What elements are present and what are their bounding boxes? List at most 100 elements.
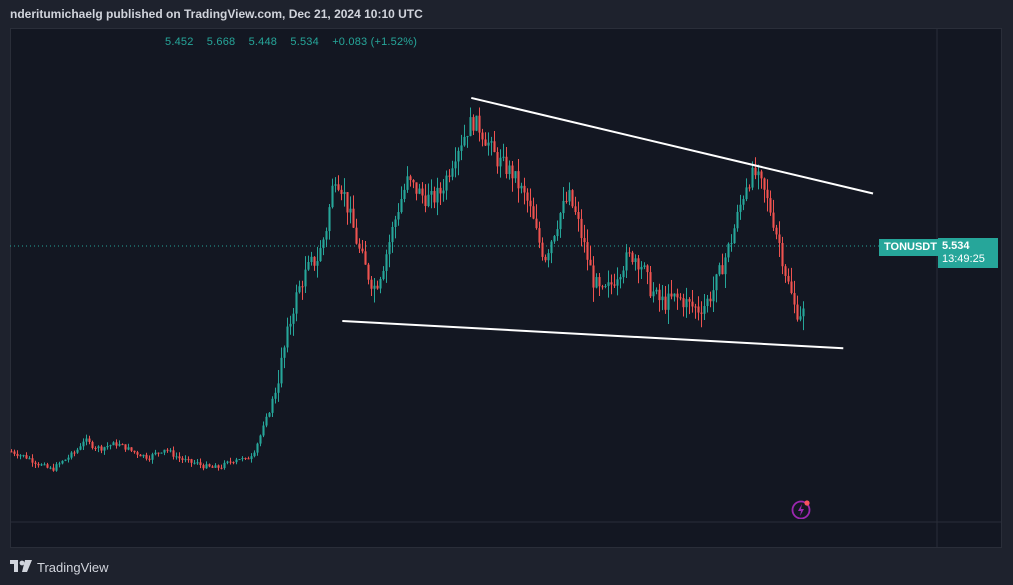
- candle-body: [406, 176, 409, 190]
- candle-body: [622, 270, 625, 278]
- candle-body: [376, 285, 379, 289]
- candle-body: [61, 460, 64, 464]
- candle-body: [277, 383, 280, 393]
- candle-body: [568, 190, 571, 202]
- tradingview-logo-icon: [10, 560, 32, 575]
- candle-body: [103, 447, 106, 451]
- candle-body: [454, 161, 457, 169]
- candle-body: [139, 454, 142, 457]
- candle-body: [367, 264, 370, 280]
- ohlc-readout: 5.452 5.668 5.448 5.534 +0.083 (+1.52%): [165, 36, 427, 48]
- candle-body: [535, 218, 538, 229]
- candle-body: [187, 459, 190, 461]
- candle-body: [574, 206, 577, 212]
- candle-body: [205, 464, 208, 469]
- candle-body: [424, 195, 427, 207]
- candle-body: [256, 443, 259, 453]
- candle-body: [694, 306, 697, 308]
- candle-body: [304, 269, 307, 287]
- candle-body: [721, 265, 724, 275]
- candle-body: [337, 184, 340, 190]
- candle-body: [64, 459, 67, 461]
- candle-body: [562, 200, 565, 214]
- chart-panel[interactable]: [10, 28, 1002, 548]
- candle-body: [148, 458, 151, 460]
- candle-body: [484, 139, 487, 146]
- candle-body: [433, 191, 436, 203]
- candle-body: [430, 191, 433, 195]
- candle-body: [679, 297, 682, 299]
- candle-body: [640, 266, 643, 270]
- candle-body: [400, 198, 403, 213]
- candle-body: [115, 442, 118, 446]
- candle-body: [697, 306, 700, 313]
- candle-body: [514, 171, 517, 179]
- candle-body: [658, 289, 661, 301]
- candle-body: [82, 441, 85, 447]
- candle-body: [154, 452, 157, 455]
- flash-icon[interactable]: [791, 499, 811, 519]
- candle-body: [118, 444, 121, 446]
- candle-body: [712, 290, 715, 302]
- candle-body: [316, 261, 319, 266]
- candle-body: [724, 257, 727, 275]
- candle-body: [580, 218, 583, 239]
- candle-body: [505, 156, 508, 175]
- candle-body: [67, 457, 70, 460]
- candle-body: [643, 265, 646, 267]
- candle-body: [31, 458, 34, 463]
- candle-body: [100, 446, 103, 451]
- candle-body: [766, 189, 769, 199]
- candle-body: [199, 462, 202, 466]
- candle-body: [451, 168, 454, 177]
- footer[interactable]: TradingView: [10, 560, 109, 575]
- candle-body: [772, 212, 775, 228]
- candle-body: [733, 228, 736, 244]
- candle-body: [457, 150, 460, 162]
- candle-body: [295, 292, 298, 314]
- candle-body: [301, 286, 304, 288]
- candle-body: [142, 454, 145, 457]
- candle-body: [742, 199, 745, 205]
- candle-body: [796, 304, 799, 320]
- candle-body: [610, 282, 613, 285]
- candle-body: [799, 316, 802, 320]
- candle-body: [637, 258, 640, 270]
- candle-body: [55, 464, 58, 471]
- candle-body: [352, 208, 355, 228]
- candle-body: [538, 228, 541, 243]
- candle-body: [781, 242, 784, 267]
- candle-body: [292, 313, 295, 324]
- candle-body: [757, 171, 760, 176]
- candle-body: [793, 293, 796, 305]
- candle-body: [670, 293, 673, 297]
- publisher-header: nderitumichaelg published on TradingView…: [10, 7, 423, 21]
- candle-body: [271, 398, 274, 413]
- candle-body: [235, 459, 238, 463]
- candle-body: [613, 284, 616, 286]
- candle-body: [334, 184, 337, 186]
- ohlc-high: 5.668: [206, 36, 236, 48]
- candle-body: [163, 449, 166, 453]
- candle-body: [181, 458, 184, 460]
- candle-body: [97, 446, 100, 449]
- candle-body: [43, 464, 46, 466]
- candle-body: [40, 464, 43, 466]
- candle-body: [547, 253, 550, 261]
- candle-body: [655, 289, 658, 292]
- ohlc-open: 5.452: [165, 36, 194, 48]
- candle-body: [409, 176, 412, 181]
- candle-body: [265, 416, 268, 426]
- candle-body: [496, 152, 499, 167]
- candle-body: [325, 231, 328, 240]
- candle-body: [418, 188, 421, 194]
- candle-body: [421, 188, 424, 196]
- candle-body: [202, 465, 205, 469]
- candle-body: [499, 157, 502, 167]
- candle-body: [481, 132, 484, 140]
- ohlc-close: 5.534: [290, 36, 319, 48]
- candle-body: [520, 185, 523, 189]
- ohlc-change: +0.083 (+1.52%): [332, 36, 418, 48]
- candle-body: [598, 277, 601, 287]
